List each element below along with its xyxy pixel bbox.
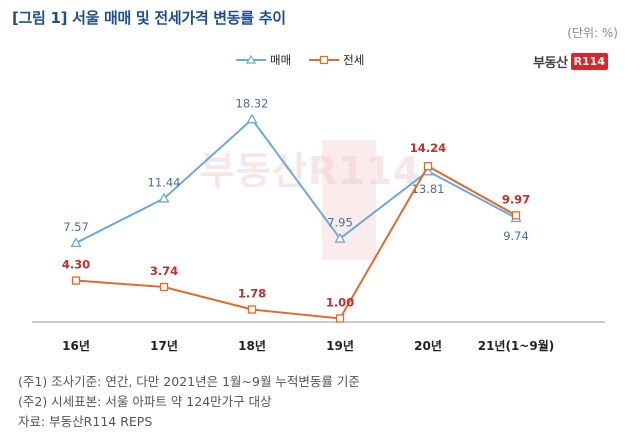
data-label: 7.57 — [63, 220, 89, 234]
line-chart: 16년 17년 18년 19년 20년 21년(1~9월) 7.57 11.44 18.32 7.… — [32, 96, 605, 353]
legend-label-sale: 매매 — [270, 53, 292, 67]
point-marker-jeonse — [423, 162, 433, 171]
footnotes: (주1) 조사기준: 연간, 다만 2021년은 1월~9월 누적변동률 기준 … — [18, 372, 360, 432]
legend-item-sale: 매매 — [236, 52, 291, 68]
point-marker-sale — [334, 232, 346, 243]
x-tick-label: 16년 — [62, 339, 90, 353]
watermark-box — [322, 140, 376, 260]
legend-line-jeonse-icon — [309, 55, 340, 65]
data-label: 14.24 — [410, 141, 446, 155]
data-label: 4.30 — [62, 258, 90, 272]
point-marker-jeonse — [247, 305, 257, 314]
series-line-0 — [75, 117, 517, 244]
footnote-1: (주1) 조사기준: 연간, 다만 2021년은 1월~9월 누적변동률 기준 — [18, 374, 360, 389]
point-marker-sale — [70, 237, 82, 248]
unit-label: (단위: %) — [567, 26, 618, 40]
x-tick-label: 20년 — [414, 339, 442, 353]
x-tick-label: 18년 — [238, 339, 266, 353]
brand-logo: 부동산 R114 — [533, 52, 608, 71]
chart-legend: 매매 전세 — [236, 52, 364, 68]
data-label: 13.81 — [412, 182, 445, 196]
footnote-2: (주2) 시세표본: 서울 아파트 약 124만가구 대상 — [18, 394, 272, 409]
legend-line-sale-icon — [236, 54, 266, 64]
x-tick-label: 19년 — [326, 339, 354, 353]
data-label: 1.78 — [238, 287, 266, 301]
data-label: 9.97 — [502, 192, 530, 206]
point-marker-sale — [246, 113, 258, 124]
data-label: 3.74 — [150, 264, 178, 278]
x-tick-label: 21년(1~9월) — [478, 338, 555, 353]
series-line-1 — [75, 164, 517, 320]
point-marker-jeonse — [71, 276, 81, 285]
data-label: 9.74 — [503, 229, 529, 243]
point-marker-jeonse — [511, 211, 521, 220]
data-label: 11.44 — [148, 175, 181, 189]
brand-mark: R114 — [570, 53, 608, 70]
footnote-source: 자료: 부동산R114 REPS — [18, 414, 153, 429]
watermark: 부동산R114 — [200, 149, 421, 193]
figure-title: [그림 1] 서울 매매 및 전세가격 변동률 추이 — [12, 9, 286, 27]
point-marker-jeonse — [335, 314, 345, 323]
point-marker-jeonse — [159, 282, 169, 292]
brand-text: 부동산 — [533, 56, 568, 71]
data-label: 1.00 — [326, 296, 354, 310]
legend-item-jeonse: 전세 — [309, 52, 364, 68]
x-tick-label: 17년 — [150, 339, 178, 353]
data-label: 18.32 — [236, 96, 269, 110]
legend-label-jeonse: 전세 — [343, 53, 365, 67]
point-marker-sale — [158, 192, 170, 203]
data-label: 7.95 — [327, 216, 353, 230]
